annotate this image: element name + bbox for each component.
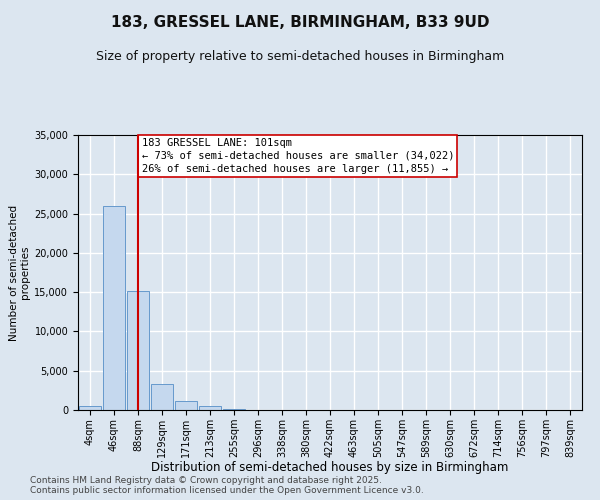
Bar [103, 206, 125, 410]
Bar [223, 408, 245, 410]
Bar [175, 400, 197, 410]
Text: 183, GRESSEL LANE, BIRMINGHAM, B33 9UD: 183, GRESSEL LANE, BIRMINGHAM, B33 9UD [111, 15, 489, 30]
Bar [151, 384, 173, 410]
Bar [79, 406, 101, 410]
Bar [199, 406, 221, 410]
Text: 183 GRESSEL LANE: 101sqm
← 73% of semi-detached houses are smaller (34,022)
26% : 183 GRESSEL LANE: 101sqm ← 73% of semi-d… [142, 138, 454, 174]
Text: Size of property relative to semi-detached houses in Birmingham: Size of property relative to semi-detach… [96, 50, 504, 63]
X-axis label: Distribution of semi-detached houses by size in Birmingham: Distribution of semi-detached houses by … [151, 462, 509, 474]
Text: Contains HM Land Registry data © Crown copyright and database right 2025.
Contai: Contains HM Land Registry data © Crown c… [30, 476, 424, 495]
Bar [127, 290, 149, 410]
Y-axis label: Number of semi-detached
properties: Number of semi-detached properties [8, 204, 30, 340]
